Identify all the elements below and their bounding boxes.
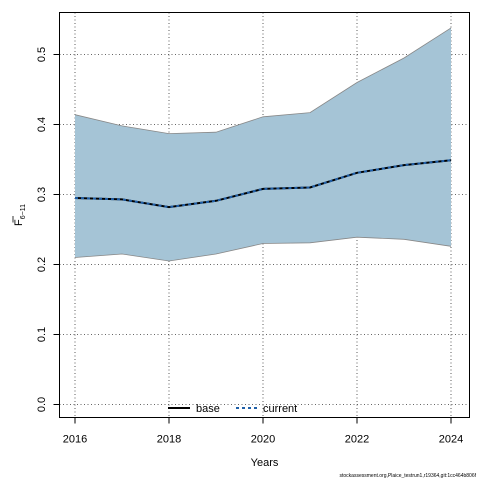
y-axis-title-main: F [13,219,25,226]
x-tick-label-2016: 2016 [63,434,87,446]
y-tick-label-0: 0.0 [36,397,48,412]
y-tick-label-1: 0.1 [36,327,48,342]
series-lines [74,159,452,209]
series-line-current [74,159,452,209]
x-tick-label-2022: 2022 [345,434,369,446]
plot-frame [59,12,470,418]
confidence-band [74,27,452,262]
legend-label-current: current [263,403,297,415]
band-lower-edge [74,236,452,262]
y-tick-label-5: 0.5 [36,47,48,62]
y-tick-label-4: 0.4 [36,117,48,132]
y-tick-label-3: 0.3 [36,187,48,202]
x-tick-label-2018: 2018 [157,434,181,446]
legend: base current [168,403,297,415]
band-upper-edge [74,27,452,135]
footer-caption: stockassessment.org,Plaice_testrun1,r193… [340,473,477,479]
y-axis-title: F6−11 [12,204,27,226]
x-tick-label-2020: 2020 [251,434,275,446]
x-axis: 2016 2018 2020 2022 2024 [63,417,463,446]
band-area [75,27,451,262]
x-tick-label-2024: 2024 [439,434,463,446]
x-axis-title: Years [251,457,279,469]
y-tick-label-2: 0.2 [36,257,48,272]
svg-text:F6−11: F6−11 [13,204,27,226]
y-axis-title-sub: 6−11 [20,204,27,219]
legend-label-base: base [196,403,220,415]
y-axis: 0.0 0.1 0.2 0.3 0.4 0.5 [36,47,60,412]
